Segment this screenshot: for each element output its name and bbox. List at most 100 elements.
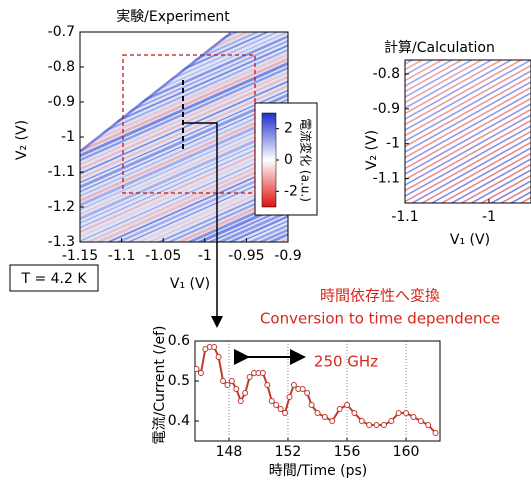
heatmap-stripe	[405, 60, 444, 82]
y-tick-label: -0.8	[48, 59, 75, 75]
heatmap-image	[405, 0, 531, 290]
heatmap-stripe	[405, 75, 531, 148]
x-tick-label: -1.15	[62, 248, 98, 264]
connector-arrow	[183, 122, 223, 328]
heatmap-stripe	[405, 81, 531, 153]
colorbar-tick-label: 2	[284, 121, 293, 137]
frequency-label: 250 GHz	[314, 353, 378, 371]
heatmap-stripe	[405, 60, 503, 115]
data-point	[286, 394, 293, 400]
heatmap-stripe	[479, 174, 531, 203]
data-point	[228, 378, 235, 384]
x-tick-label: 148	[216, 444, 243, 460]
x-tick-label: 160	[393, 444, 420, 460]
y-tick-label: -0.9	[373, 101, 400, 117]
temperature-label: T = 4.2 K	[20, 271, 87, 287]
heatmap-stripe	[460, 163, 531, 203]
heatmap-stripe	[80, 71, 288, 184]
heatmap-stripe	[405, 60, 494, 109]
heatmap-stripe	[405, 125, 531, 197]
colorbar	[261, 112, 277, 208]
x-tick-label: -1	[482, 209, 496, 225]
heatmap-stripe	[405, 108, 531, 181]
y-axis-label: V₂ (V)	[14, 120, 30, 160]
data-point	[425, 422, 432, 428]
data-point	[432, 430, 439, 436]
heatmap-stripe	[405, 60, 484, 104]
heatmap-stripe	[405, 60, 523, 126]
heatmap-stripe	[405, 97, 531, 170]
plot-frame	[194, 340, 441, 442]
data-point	[366, 422, 373, 428]
heatmap-stripe	[410, 136, 531, 203]
temperature-box	[9, 264, 99, 292]
x-tick-label: -1.1	[391, 209, 418, 225]
heatmap-stripe	[405, 60, 464, 93]
heatmap-stripe	[405, 60, 474, 98]
heatmap-stripe	[80, 62, 288, 175]
heatmap-stripe	[405, 70, 531, 142]
data-point	[224, 382, 231, 388]
heatmap-stripe	[440, 152, 531, 203]
data-point	[237, 398, 244, 404]
y-tick-label: -1.3	[48, 234, 75, 250]
data-point	[277, 406, 284, 412]
data-point	[373, 422, 380, 428]
panel-title: 計算/Calculation	[384, 40, 495, 56]
data-point	[246, 374, 253, 380]
y-tick-label: -0.7	[48, 24, 75, 40]
heatmap-stripe	[405, 103, 531, 175]
plot-frame	[404, 59, 531, 204]
y-tick-label: 0.4	[168, 413, 190, 429]
heatmap-stripe	[489, 180, 531, 203]
data-point	[282, 410, 289, 416]
heatmap-stripe	[80, 219, 288, 242]
x-axis-label: V₁ (V)	[450, 232, 490, 248]
overlays	[122, 54, 306, 365]
heatmap-stripe	[405, 60, 434, 76]
heatmap-stripe	[405, 86, 531, 159]
data-point	[308, 402, 315, 408]
heatmap-stripe	[405, 220, 531, 290]
heatmap-stripe	[405, 119, 531, 192]
heatmap-stripe	[430, 147, 531, 203]
time-panel: 148 152 156 160 0.4 0.5 0.6 時間/Time (ps) 電流/Curr…	[152, 287, 500, 480]
colorbar-tick-label: -2	[284, 183, 298, 199]
data-point	[403, 410, 410, 416]
data-point	[336, 406, 343, 412]
data-point	[273, 402, 280, 408]
data-point	[197, 370, 204, 376]
y-axis-label: V₂ (V)	[364, 130, 380, 170]
y-tick-label: 0.5	[168, 373, 190, 389]
heatmap-stripe	[80, 206, 288, 242]
x-axis-label: 時間/Time (ps)	[269, 463, 368, 479]
data-point	[290, 382, 297, 388]
heatmap-stripe	[405, 114, 531, 186]
data-point	[220, 378, 227, 384]
heatmap-stripe	[469, 169, 531, 203]
heatmap-stripe	[405, 130, 531, 203]
data-point	[417, 418, 424, 424]
data-point	[264, 382, 271, 388]
calculation-panel: -1.1 -1 -1.1 -1 -0.9 -0.8 計算/Calculation V₁ (V)…	[364, 0, 531, 290]
x-tick-label: -0.95	[228, 248, 264, 264]
heatmap-stripe	[405, 60, 424, 71]
x-axis-label: V₁ (V)	[170, 276, 210, 292]
panel-title: 実験/Experiment	[116, 9, 230, 25]
y-axis-label: 電流/Current (/ef)	[152, 326, 168, 445]
heatmap-stripe	[405, 0, 531, 20]
series	[195, 344, 439, 436]
data-point	[211, 344, 218, 350]
y-tick-label: -1	[386, 136, 400, 152]
heatmap-stripe	[80, 197, 288, 242]
heatmap-stripe	[80, 211, 288, 242]
conversion-title: 時間依存性へ変換	[320, 287, 440, 305]
heatmap-stripe	[80, 53, 288, 166]
x-tick-label: 156	[334, 444, 361, 460]
heatmap-stripe	[405, 60, 531, 131]
x-tick-label: -1	[198, 248, 212, 264]
heatmap-stripe	[80, 215, 288, 242]
data-point	[351, 410, 358, 416]
conversion-subtitle: Conversion to time dependence	[260, 310, 500, 328]
